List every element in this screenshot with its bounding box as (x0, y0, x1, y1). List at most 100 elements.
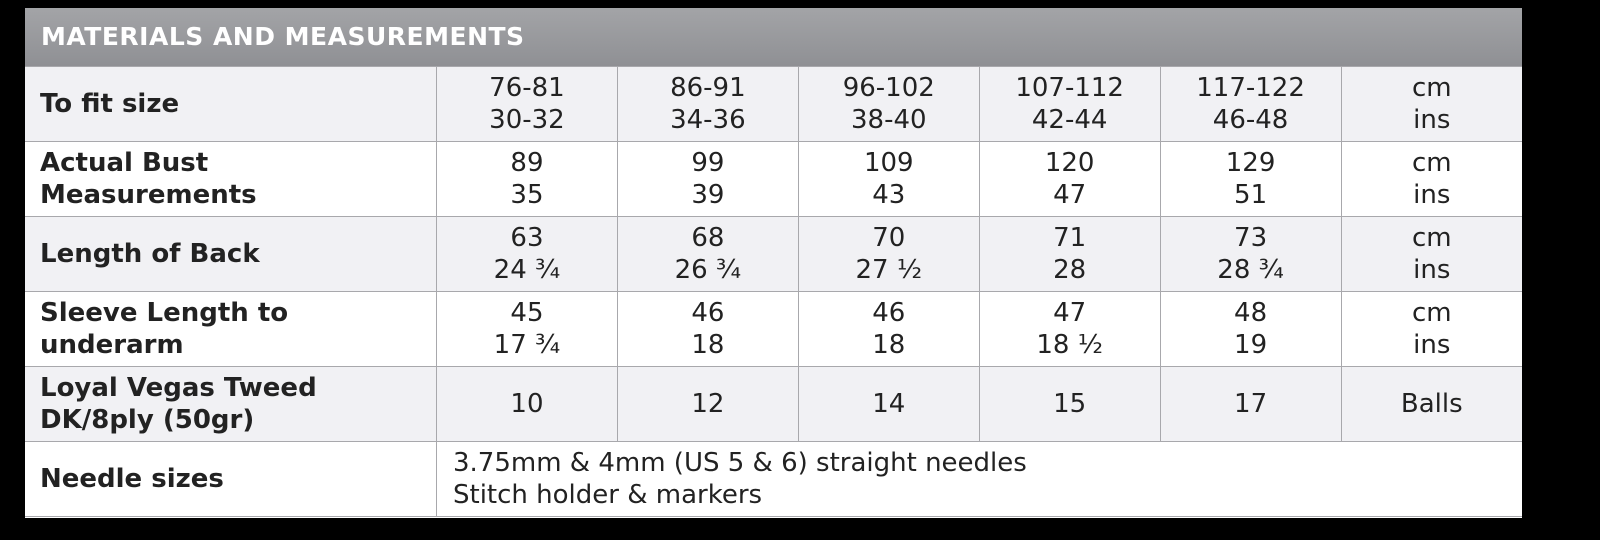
value-cell: 117-122 46-48 (1159, 66, 1342, 142)
value-cell: 86-91 34-36 (616, 66, 799, 142)
cell-line: 73 (1234, 223, 1268, 253)
cell-line: ins (1413, 105, 1451, 135)
cell-line: 107-112 (1015, 73, 1124, 103)
cell-line: 24 ¾ (493, 255, 561, 285)
cell-line: 18 ½ (1036, 330, 1103, 360)
cell-line: Measurements (40, 180, 257, 210)
cell-line: 99 (691, 148, 725, 178)
cell-line: 48 (1234, 298, 1268, 328)
value-cell: 47 18 ½ (978, 291, 1161, 367)
cell-line: 26 ¾ (674, 255, 742, 285)
value-cell: 76-81 30-32 (436, 66, 618, 142)
value-cell: 45 17 ¾ (436, 291, 618, 367)
value-cell: 71 28 (978, 216, 1161, 292)
cell-line: 46 (872, 298, 906, 328)
cell-line: Actual Bust (40, 148, 209, 178)
cell-line: Sleeve Length to (40, 298, 289, 328)
cell-line: ins (1413, 255, 1451, 285)
cell-line: Length of Back (40, 239, 260, 269)
note-cell: 3.75mm & 4mm (US 5 & 6) straight needles… (436, 441, 1522, 517)
cell-line: 63 (510, 223, 544, 253)
value-cell: 120 47 (978, 141, 1161, 217)
cell-line: Stitch holder & markers (453, 480, 763, 510)
value-cell: 89 35 (436, 141, 618, 217)
cell-line: 68 (691, 223, 725, 253)
value-cell: 70 27 ½ (797, 216, 980, 292)
value-cell: 15 (978, 366, 1161, 442)
cell-line: DK/8ply (50gr) (40, 405, 255, 435)
value-cell: 17 (1159, 366, 1342, 442)
cell-line: 3.75mm & 4mm (US 5 & 6) straight needles (453, 448, 1027, 478)
cell-line: ins (1413, 180, 1451, 210)
value-cell: 109 43 (797, 141, 980, 217)
cell-line: 30-32 (489, 105, 565, 135)
value-cell: 107-112 42-44 (978, 66, 1161, 142)
cell-line: 42-44 (1031, 105, 1108, 135)
cell-line: 89 (510, 148, 544, 178)
cell-line: 19 (1234, 330, 1268, 360)
cell-line: 35 (510, 180, 544, 210)
value-cell: 99 39 (616, 141, 799, 217)
measurements-table: To fit size 76-81 30-32 86-91 34-36 96-102 38-… (25, 66, 1522, 517)
row-label: To fit size (25, 66, 437, 142)
cell-line: underarm (40, 330, 184, 360)
cell-line: 86-91 (670, 73, 746, 103)
cell-line: 27 ½ (855, 255, 923, 285)
cell-line: 14 (872, 389, 906, 419)
cell-line: 38-40 (850, 105, 927, 135)
cell-line: 129 (1225, 148, 1276, 178)
cell-line: 46 (691, 298, 725, 328)
cell-line: 70 (872, 223, 906, 253)
value-cell: 129 51 (1159, 141, 1342, 217)
value-cell: Balls (1340, 366, 1522, 442)
value-cell: 63 24 ¾ (436, 216, 618, 292)
value-cell: 46 18 (797, 291, 980, 367)
cell-line: 39 (691, 180, 725, 210)
cell-line: cm (1411, 73, 1452, 103)
cell-line: 12 (691, 389, 725, 419)
cell-line: cm (1411, 223, 1452, 253)
cell-line: 15 (1053, 389, 1087, 419)
cell-line: 18 (872, 330, 906, 360)
cell-line: ins (1413, 330, 1451, 360)
table-row: Loyal Vegas Tweed DK/8ply (50gr) 10 12 14 15 1… (25, 366, 1522, 442)
cell-line: Needle sizes (40, 464, 224, 494)
value-cell: 14 (797, 366, 980, 442)
table-row: To fit size 76-81 30-32 86-91 34-36 96-102 38-… (25, 66, 1522, 142)
table-row: Needle sizes 3.75mm & 4mm (US 5 & 6) stra… (25, 441, 1522, 517)
cell-line: 117-122 (1196, 73, 1305, 103)
row-label: Sleeve Length to underarm (25, 291, 437, 367)
cell-line: cm (1411, 298, 1452, 328)
cell-line: To fit size (40, 89, 180, 119)
table-row: Sleeve Length to underarm 45 17 ¾ 46 18 46 18 47… (25, 291, 1522, 367)
value-cell: 96-102 38-40 (797, 66, 980, 142)
cell-line: 120 (1044, 148, 1095, 178)
cell-line: 51 (1234, 180, 1268, 210)
cell-line: Balls (1400, 389, 1463, 419)
cell-line: 45 (510, 298, 544, 328)
materials-panel: MATERIALS AND MEASUREMENTS To fit size 76… (25, 8, 1522, 518)
row-label: Length of Back (25, 216, 437, 292)
cell-line: 43 (872, 180, 906, 210)
cell-line: cm (1411, 148, 1452, 178)
value-cell: 12 (616, 366, 799, 442)
value-cell: 10 (436, 366, 618, 442)
cell-line: 28 (1053, 255, 1087, 285)
cell-line: 17 (1234, 389, 1268, 419)
row-label: Needle sizes (25, 441, 437, 517)
cell-line: 46-48 (1212, 105, 1289, 135)
table-row: Actual Bust Measurements 89 35 99 39 109 43 120 4… (25, 141, 1522, 217)
cell-line: 34-36 (670, 105, 746, 135)
cell-line: 17 ¾ (493, 330, 561, 360)
value-cell: cm ins (1340, 291, 1522, 367)
cell-line: 47 (1053, 298, 1087, 328)
value-cell: 73 28 ¾ (1159, 216, 1342, 292)
cell-line: 109 (863, 148, 914, 178)
value-cell: cm ins (1340, 216, 1522, 292)
row-label: Actual Bust Measurements (25, 141, 437, 217)
row-label: Loyal Vegas Tweed DK/8ply (50gr) (25, 366, 437, 442)
value-cell: 46 18 (616, 291, 799, 367)
value-cell: cm ins (1340, 66, 1522, 142)
cell-line: 10 (510, 389, 544, 419)
